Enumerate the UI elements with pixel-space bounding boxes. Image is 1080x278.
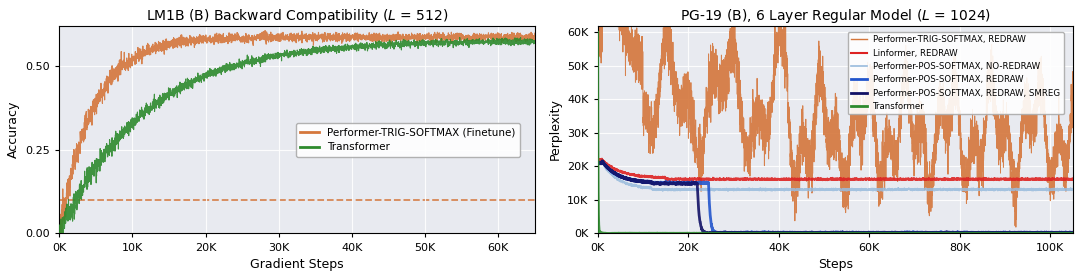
Legend: Performer-TRIG-SOFTMAX, REDRAW, Linformer, REDRAW, Performer-POS-SOFTMAX, NO-RED: Performer-TRIG-SOFTMAX, REDRAW, Linforme… <box>848 32 1064 114</box>
Y-axis label: Perplexity: Perplexity <box>549 98 562 160</box>
Legend: Performer-TRIG-SOFTMAX (Finetune), Transformer: Performer-TRIG-SOFTMAX (Finetune), Trans… <box>296 123 521 157</box>
Title: LM1B (B) Backward Compatibility ($\mathit{L}$ = 512): LM1B (B) Backward Compatibility ($\mathi… <box>146 7 448 25</box>
Title: PG-19 (B), 6 Layer Regular Model ($\mathit{L}$ = 1024): PG-19 (B), 6 Layer Regular Model ($\math… <box>679 7 990 25</box>
X-axis label: Steps: Steps <box>818 258 853 271</box>
X-axis label: Gradient Steps: Gradient Steps <box>251 258 343 271</box>
Y-axis label: Accuracy: Accuracy <box>6 101 19 158</box>
